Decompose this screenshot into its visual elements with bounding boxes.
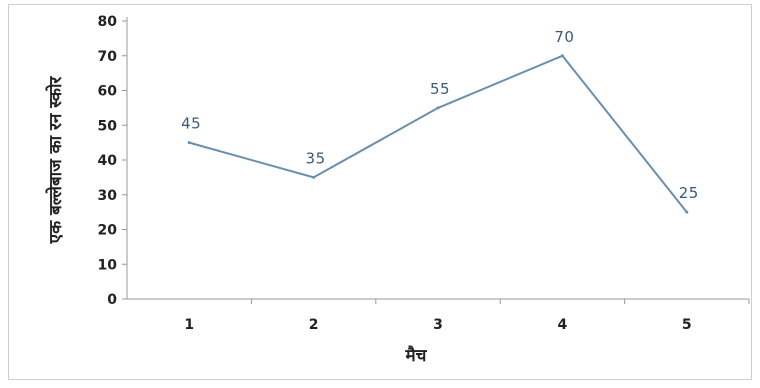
y-tick-label: 20 <box>98 223 118 239</box>
data-labels: 45 35 55 70 25 <box>181 28 699 202</box>
data-label: 35 <box>306 149 326 167</box>
x-tick-label: 2 <box>309 317 319 333</box>
y-tick-label: 60 <box>98 84 118 100</box>
x-axis: 1 2 3 4 5 <box>127 298 750 333</box>
y-tick-label: 10 <box>98 257 118 273</box>
y-tick-label: 0 <box>107 292 117 308</box>
y-tick-label: 50 <box>98 118 118 134</box>
data-point <box>436 106 440 110</box>
y-axis: 0 10 20 30 40 50 60 70 80 <box>98 14 128 308</box>
x-tick-label: 5 <box>682 317 692 333</box>
data-label: 45 <box>181 115 201 133</box>
data-point <box>685 210 689 214</box>
data-point <box>312 175 316 179</box>
y-axis-title: एक बल्लेबाज का रन स्कोर <box>45 76 66 245</box>
x-axis-title: मैच <box>405 345 428 366</box>
data-label: 55 <box>430 80 450 98</box>
y-tick-label: 80 <box>98 14 118 30</box>
series-layer <box>187 54 689 214</box>
y-tick-label: 70 <box>98 49 118 65</box>
x-tick-label: 1 <box>184 317 194 333</box>
data-label: 70 <box>554 28 574 46</box>
y-tick-label: 40 <box>98 153 118 169</box>
x-tick-label: 3 <box>433 317 443 333</box>
data-label: 25 <box>679 184 699 202</box>
x-tick-label: 4 <box>558 317 568 333</box>
data-point <box>560 54 564 58</box>
y-tick-label: 30 <box>98 188 118 204</box>
data-point <box>187 141 191 145</box>
